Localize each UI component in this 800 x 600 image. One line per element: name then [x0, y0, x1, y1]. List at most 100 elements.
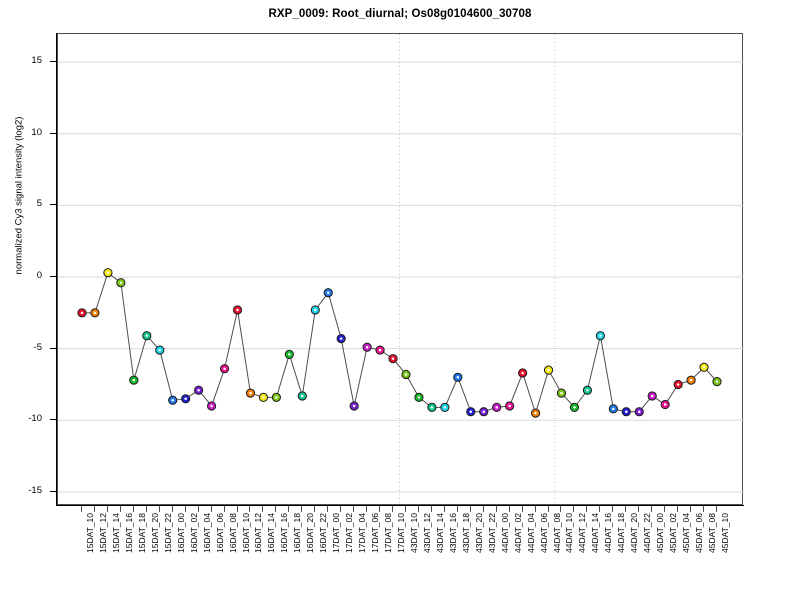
x-tick-label: 44DAT_08 [551, 513, 562, 554]
data-point[interactable] [660, 399, 670, 410]
x-tick-label: 16DAT_18 [292, 513, 303, 554]
data-point[interactable] [530, 408, 541, 418]
data-point[interactable] [77, 308, 87, 318]
x-tick-label: 16DAT_10 [240, 513, 251, 554]
data-point[interactable] [621, 407, 631, 417]
y-tick-label: -15 [28, 484, 42, 496]
x-tick-label: 45DAT_08 [707, 513, 718, 554]
y-tick-mark [50, 132, 56, 134]
data-point[interactable] [634, 407, 644, 417]
x-tick-label: 16DAT_06 [214, 513, 225, 554]
x-tick-mark [430, 506, 432, 512]
x-tick-mark [197, 506, 199, 512]
x-tick-label: 15DAT_12 [97, 513, 108, 554]
x-tick-mark [119, 506, 121, 512]
data-point[interactable] [518, 368, 528, 378]
data-point[interactable] [543, 365, 554, 375]
data-point[interactable] [336, 334, 346, 344]
data-point[interactable] [401, 369, 411, 380]
x-tick-mark [210, 506, 212, 512]
x-tick-mark [184, 506, 186, 512]
x-tick-label: 43DAT_18 [460, 513, 471, 554]
data-point[interactable] [232, 305, 243, 315]
x-tick-label: 16DAT_02 [188, 513, 199, 554]
x-tick-mark [586, 506, 588, 512]
data-point[interactable] [427, 402, 437, 413]
data-point[interactable] [608, 404, 618, 414]
x-tick-mark [93, 506, 95, 512]
data-point[interactable] [258, 392, 269, 402]
data-point[interactable] [142, 331, 152, 341]
x-tick-label: 17DAT_08 [383, 513, 394, 554]
data-point[interactable] [310, 305, 320, 315]
data-point[interactable] [349, 401, 359, 411]
data-point[interactable] [569, 402, 580, 413]
data-point[interactable] [595, 331, 605, 341]
x-tick-mark [534, 506, 536, 512]
x-tick-label: 44DAT_02 [512, 513, 523, 554]
data-point[interactable] [103, 268, 113, 278]
data-point[interactable] [297, 391, 307, 401]
x-tick-mark [521, 506, 523, 512]
data-point[interactable] [647, 391, 657, 401]
data-point[interactable] [375, 345, 385, 355]
x-tick-label: 44DAT_00 [499, 513, 510, 554]
x-tick-mark [612, 506, 614, 512]
data-point[interactable] [673, 379, 683, 390]
data-point[interactable] [388, 354, 398, 364]
data-point[interactable] [155, 345, 165, 355]
data-point[interactable] [90, 308, 100, 318]
data-point[interactable] [440, 402, 450, 413]
x-tick-mark [664, 506, 666, 512]
data-point[interactable] [466, 407, 476, 417]
data-point[interactable] [686, 375, 696, 385]
x-tick-label: 43DAT_16 [447, 513, 458, 554]
chart-title: RXP_0009: Root_diurnal; Os08g0104600_307… [268, 8, 532, 20]
data-point[interactable] [505, 401, 515, 411]
data-point[interactable] [181, 394, 191, 404]
x-tick-label: 44DAT_18 [616, 513, 627, 554]
x-tick-label: 44DAT_12 [577, 513, 588, 554]
x-tick-label: 17DAT_02 [344, 513, 355, 554]
data-point[interactable] [116, 278, 126, 288]
data-point[interactable] [129, 375, 139, 385]
data-point[interactable] [245, 388, 256, 398]
x-tick-label: 43DAT_14 [434, 513, 445, 554]
data-point[interactable] [479, 407, 489, 417]
plot-svg [58, 34, 744, 506]
x-tick-label: 17DAT_06 [370, 513, 381, 554]
y-tick-label: -10 [28, 413, 42, 425]
x-tick-label: 16DAT_04 [201, 513, 212, 554]
data-point[interactable] [194, 385, 204, 395]
x-tick-mark [599, 506, 601, 512]
x-tick-mark [132, 506, 134, 512]
x-tick-label: 44DAT_14 [590, 513, 601, 554]
data-point[interactable] [699, 362, 709, 372]
x-tick-mark [625, 506, 627, 512]
data-point[interactable] [323, 288, 333, 298]
data-point[interactable] [284, 349, 294, 359]
x-tick-label: 17DAT_00 [331, 513, 342, 554]
data-point[interactable] [414, 392, 424, 402]
data-point[interactable] [492, 402, 502, 413]
data-point[interactable] [453, 372, 463, 382]
data-point[interactable] [582, 385, 593, 395]
data-point[interactable] [206, 401, 217, 411]
data-point[interactable] [168, 395, 178, 405]
y-tick-mark [50, 61, 56, 63]
x-tick-mark [443, 506, 445, 512]
data-point[interactable] [712, 377, 722, 387]
x-tick-mark [560, 506, 562, 512]
x-tick-label: 16DAT_16 [279, 513, 290, 554]
data-point[interactable] [362, 342, 372, 352]
x-tick-label: 43DAT_10 [408, 513, 419, 554]
data-point[interactable] [271, 392, 281, 402]
x-tick-label: 17DAT_04 [357, 513, 368, 554]
data-point[interactable] [556, 388, 567, 398]
x-tick-label: 44DAT_20 [629, 513, 640, 554]
y-tick-mark [50, 347, 56, 349]
x-tick-label: 15DAT_10 [85, 513, 95, 554]
data-point[interactable] [219, 364, 230, 374]
y-tick-mark [50, 276, 56, 277]
x-tick-label: 15DAT_14 [110, 513, 121, 554]
